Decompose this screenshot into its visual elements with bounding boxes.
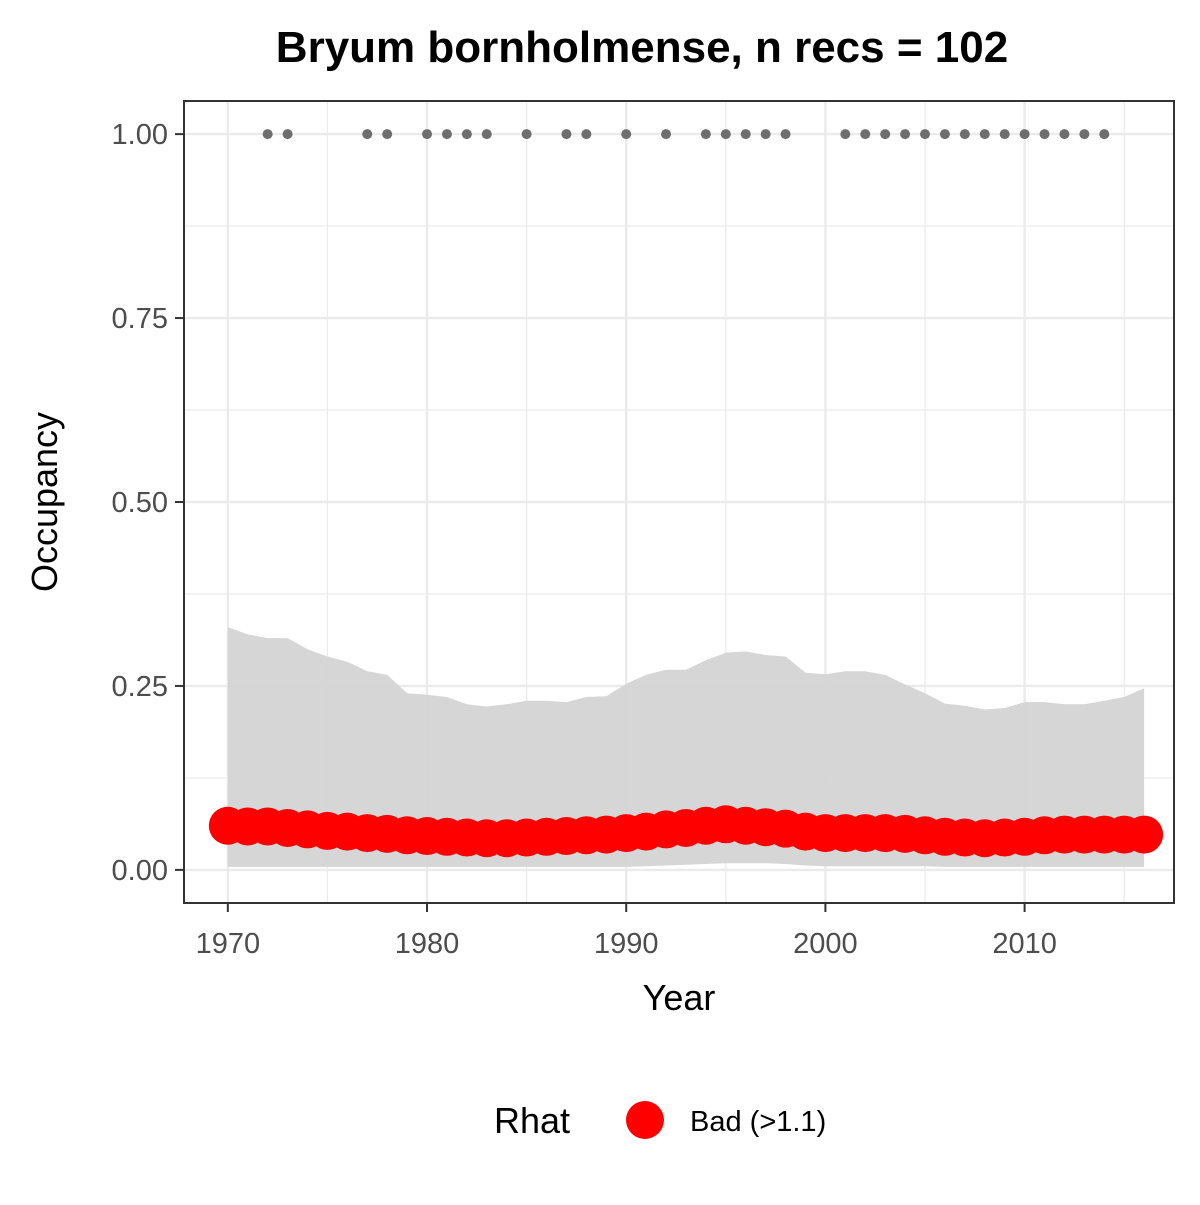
estimate-points-layer [208,805,1164,858]
y-axis: 0.00 0.25 0.50 0.75 1.00 [112,119,184,887]
legend-label-bad: Bad (>1.1) [690,1106,826,1138]
record-point [1019,129,1030,140]
record-point [720,129,731,140]
record-point [700,129,711,140]
record-point [979,129,990,140]
x-tick-label: 1970 [196,928,261,960]
record-point [581,129,592,140]
y-tick-label: 0.50 [112,487,168,519]
record-point [1039,129,1050,140]
legend-key-bad [626,1101,664,1139]
legend: Rhat Bad (>1.1) [494,1100,826,1141]
estimate-point [1125,815,1164,854]
x-tick-label: 2000 [793,928,858,960]
x-tick-label: 1990 [594,928,659,960]
x-axis-title: Year [643,977,716,1018]
record-point [422,129,433,140]
x-tick-label: 1980 [395,928,460,960]
y-tick-label: 0.75 [112,303,168,335]
record-point [441,129,452,140]
x-tick-label: 2010 [992,928,1057,960]
chart-title: Bryum bornholmense, n recs = 102 [276,23,1008,72]
y-tick-label: 0.25 [112,671,168,703]
record-point [920,129,931,140]
record-point [999,129,1010,140]
record-point [481,129,492,140]
record-points-layer [262,129,1110,140]
y-tick-label: 0.00 [112,855,168,887]
record-point [282,129,293,140]
record-point [362,129,373,140]
legend-title: Rhat [494,1100,570,1141]
x-axis: 1970 1980 1990 2000 2010 [196,903,1057,960]
record-point [621,129,632,140]
record-point [880,129,891,140]
record-point [900,129,911,140]
record-point [1059,129,1070,140]
credible-interval-ribbon-layer [227,627,1145,867]
record-point [521,129,532,140]
record-point [661,129,672,140]
y-axis-title: Occupancy [24,412,65,592]
record-point [939,129,950,140]
record-point [860,129,871,140]
record-point [959,129,970,140]
record-point [840,129,851,140]
record-point [740,129,751,140]
record-point [561,129,572,140]
y-tick-label: 1.00 [112,119,168,151]
record-point [760,129,771,140]
credible-interval-ribbon [227,627,1145,867]
record-point [382,129,393,140]
record-point [262,129,273,140]
record-point [1099,129,1110,140]
record-point [1079,129,1090,140]
record-point [461,129,472,140]
record-point [780,129,791,140]
